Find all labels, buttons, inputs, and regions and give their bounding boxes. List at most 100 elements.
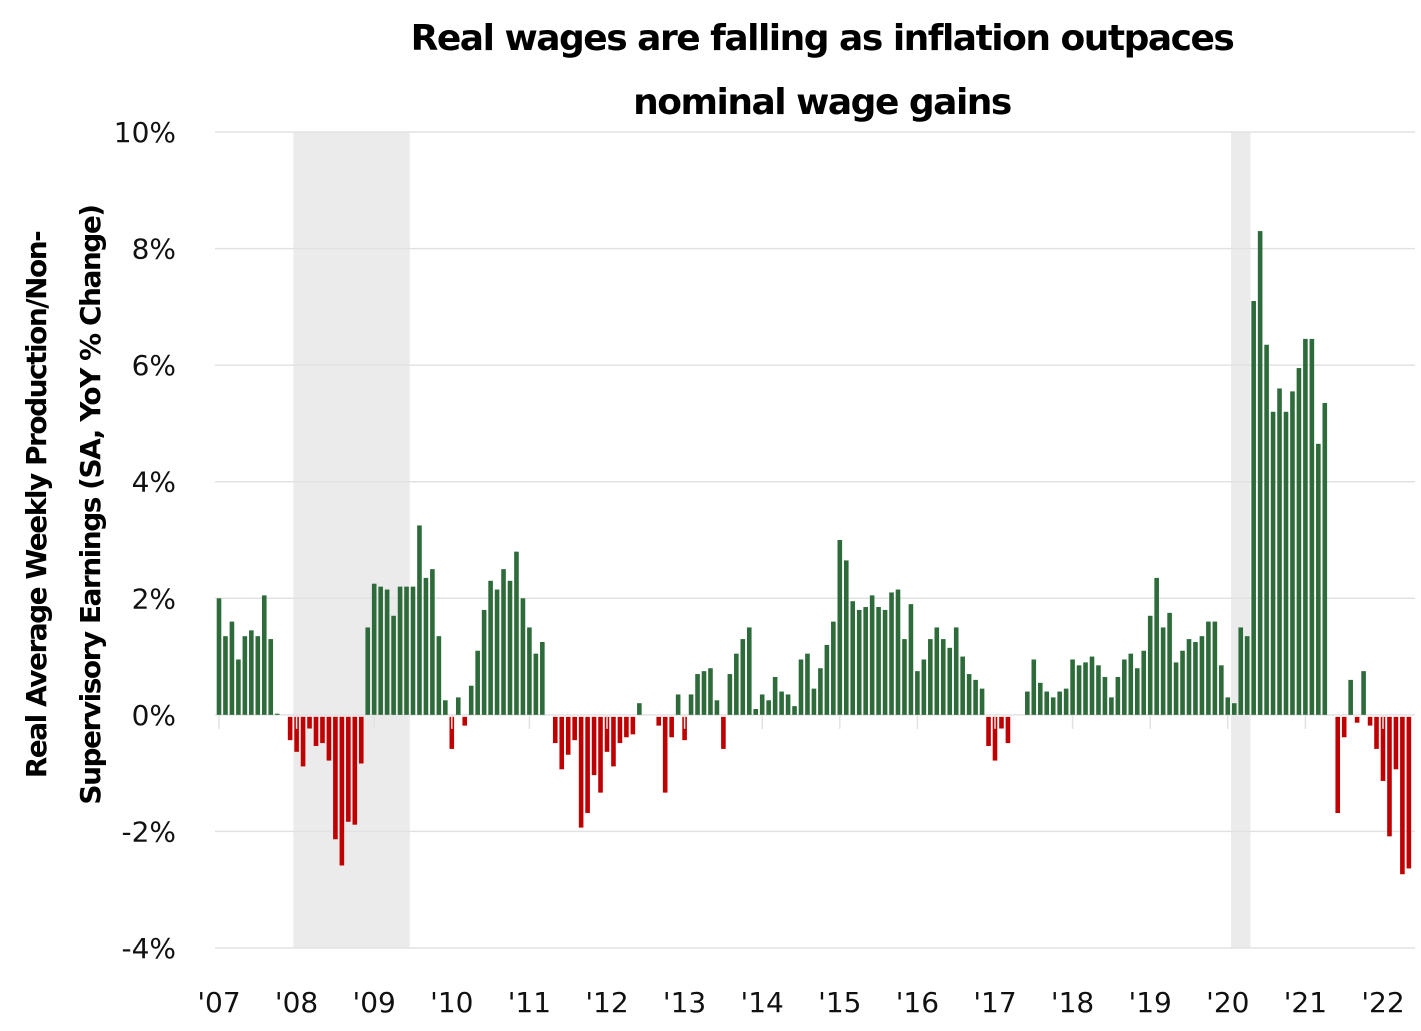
bar-negative <box>999 716 1004 729</box>
bar-positive <box>934 627 940 715</box>
bar-positive <box>973 679 978 715</box>
bar-positive <box>1167 612 1172 715</box>
chart-title-line-1: Real wages are falling as inflation outp… <box>411 18 1234 59</box>
bar-positive <box>494 589 500 715</box>
bar-positive <box>940 639 946 715</box>
bar-positive <box>779 691 784 715</box>
bar-positive <box>423 577 429 715</box>
bar-negative <box>1367 716 1373 726</box>
bar-positive <box>1057 691 1062 715</box>
recession-band <box>293 132 410 948</box>
bar-positive <box>753 709 759 715</box>
bar-positive <box>869 595 875 715</box>
x-tick-label: '14 <box>741 986 784 1019</box>
x-tick-label: '12 <box>585 986 628 1019</box>
bar-positive <box>1361 671 1366 715</box>
bar-positive <box>1063 688 1069 715</box>
bar-positive <box>501 569 506 715</box>
bar-positive <box>223 636 228 715</box>
bar-positive <box>391 615 396 715</box>
bar-positive <box>1199 636 1205 715</box>
bar-negative <box>294 716 299 752</box>
bar-positive <box>1206 621 1211 715</box>
bar-positive <box>249 630 254 715</box>
bar-negative <box>346 716 351 822</box>
bar-positive <box>1025 691 1030 715</box>
bar-positive <box>688 694 694 715</box>
bar-positive <box>1173 662 1179 715</box>
bar-positive <box>1283 411 1289 715</box>
y-tick-label: 0% <box>132 699 176 732</box>
bar-positive <box>785 694 791 715</box>
bar-negative <box>352 716 358 825</box>
bar-positive <box>533 653 539 715</box>
bars <box>216 231 1412 875</box>
bar-positive <box>1154 577 1159 715</box>
bar-positive <box>734 653 739 715</box>
bar-negative <box>1005 716 1011 744</box>
bar-positive <box>1128 653 1134 715</box>
x-tick-label: '19 <box>1129 986 1172 1019</box>
bar-positive <box>1180 650 1185 715</box>
x-tick-label: '16 <box>896 986 939 1019</box>
bar-positive <box>746 627 752 715</box>
bar-positive <box>1031 659 1037 715</box>
bar-positive <box>1076 665 1082 715</box>
bar-positive <box>455 697 461 715</box>
bar-positive <box>274 713 280 715</box>
bar-negative <box>624 716 629 738</box>
bar-negative <box>1354 716 1360 723</box>
bar-negative <box>721 716 726 749</box>
bar-positive <box>475 650 480 715</box>
bar-positive <box>365 627 371 715</box>
bar-positive <box>236 659 241 715</box>
bar-positive <box>637 703 642 715</box>
bar-positive <box>436 636 442 715</box>
bar-positive <box>520 598 526 715</box>
bar-positive <box>837 540 843 715</box>
x-tick-label: '09 <box>353 986 396 1019</box>
bar-positive <box>378 586 383 715</box>
y-axis-ticks: -4% -2% 0% 2% 4% 6% 8% 10% <box>114 116 176 965</box>
bar-positive <box>766 700 771 715</box>
bar-positive <box>708 668 713 715</box>
x-tick-label: '07 <box>197 986 240 1019</box>
bar-positive <box>468 685 474 715</box>
bar-positive <box>1225 697 1231 715</box>
bar-positive <box>831 621 836 715</box>
bar-negative <box>611 716 616 767</box>
bar-positive <box>908 604 914 715</box>
y-tick-label: 8% <box>132 233 176 266</box>
bar-positive <box>1122 659 1127 715</box>
bar-positive <box>695 674 700 715</box>
bar-negative <box>572 716 577 741</box>
bar-positive <box>410 586 416 715</box>
bar-positive <box>417 525 422 715</box>
bar-positive <box>876 607 881 715</box>
bar-positive <box>863 607 868 715</box>
bar-negative <box>449 716 455 749</box>
bar-positive <box>824 644 830 715</box>
bar-positive <box>1212 621 1218 715</box>
bar-negative <box>1380 716 1386 781</box>
bar-positive <box>527 627 532 715</box>
bar-positive <box>242 636 248 715</box>
y-axis-label-line-1: Real Average Weekly Production/Non- <box>20 231 53 778</box>
bar-negative <box>1335 716 1341 814</box>
bar-positive <box>811 688 817 715</box>
bar-positive <box>947 647 953 715</box>
bar-negative <box>1393 716 1399 770</box>
x-tick-label: '13 <box>663 986 706 1019</box>
x-tick-label: '22 <box>1361 986 1404 1019</box>
x-tick-label: '21 <box>1284 986 1327 1019</box>
y-tick-label: 2% <box>132 582 176 615</box>
bar-positive <box>1231 703 1237 715</box>
bar-positive <box>404 586 409 715</box>
x-tick-label: '15 <box>818 986 861 1019</box>
bar-positive <box>953 627 959 715</box>
bar-negative <box>552 716 558 744</box>
bar-negative <box>986 716 991 746</box>
bar-positive <box>1109 697 1114 715</box>
bar-positive <box>430 569 435 715</box>
bar-positive <box>1264 344 1269 715</box>
